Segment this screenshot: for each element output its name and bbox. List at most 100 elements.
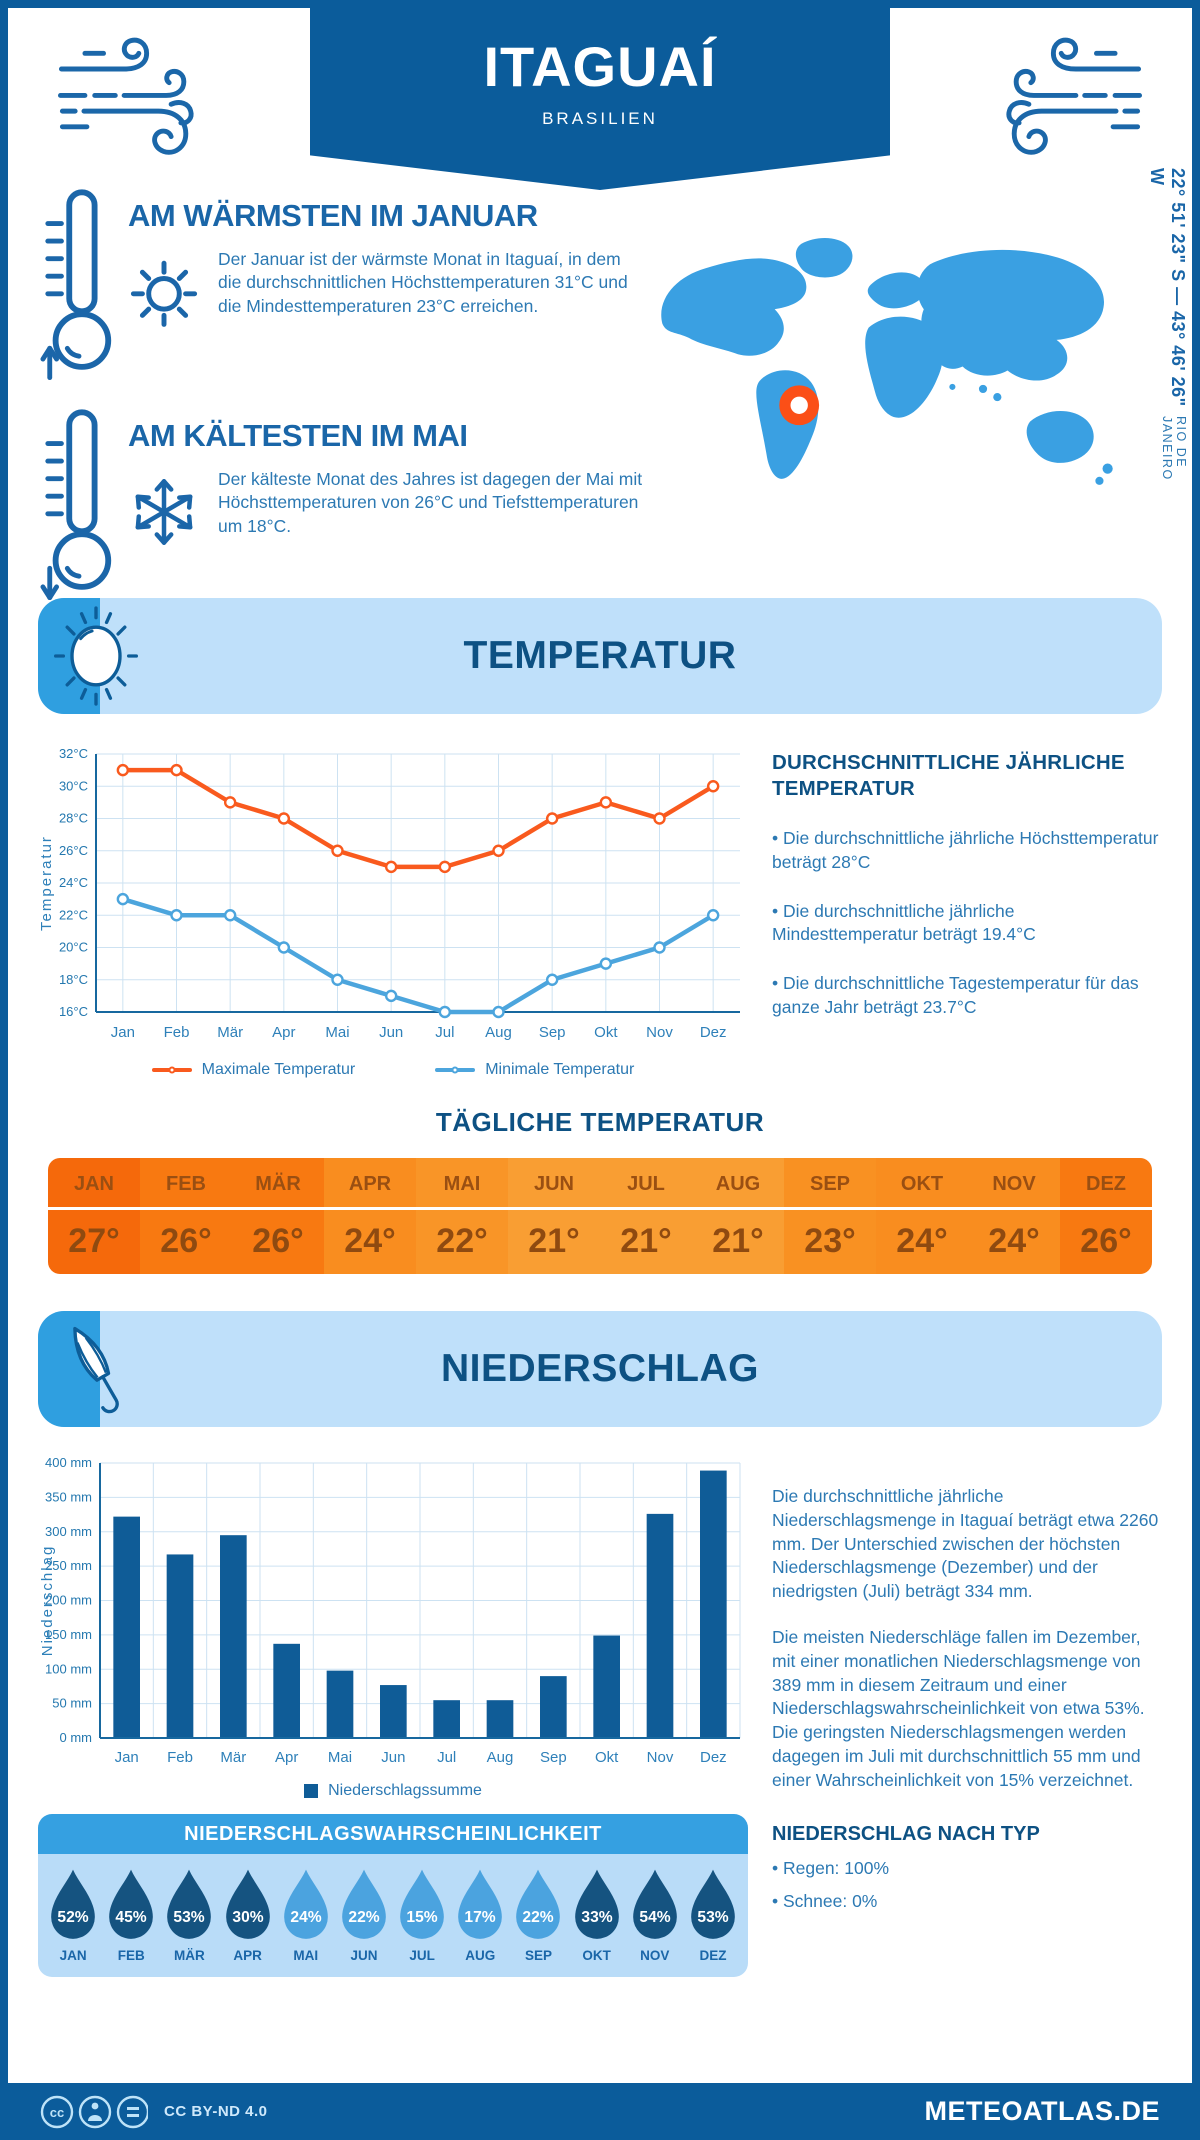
svg-text:Jun: Jun [381, 1749, 405, 1766]
umbrella-banner-icon [73, 1326, 119, 1414]
droplet-month-label: MAI [293, 1948, 319, 1963]
daily-temp-month: JUN [508, 1158, 600, 1210]
droplet-icon: 45% [109, 1869, 154, 1939]
svg-text:Nov: Nov [647, 1749, 674, 1766]
svg-text:24%: 24% [290, 1909, 321, 1926]
svg-text:300 mm: 300 mm [45, 1524, 92, 1539]
daily-temp-cell: JUN 21° [508, 1158, 600, 1274]
warmest-title: AM WÄRMSTEN IM JANUAR [128, 198, 538, 233]
arrow-up-icon [40, 345, 60, 381]
coldest-text: Der kälteste Monat des Jahres ist dagege… [218, 469, 643, 536]
svg-text:250 mm: 250 mm [45, 1558, 92, 1573]
precipitation-section: 0 mm 50 mm 100 mm 150 mm 200 mm 250 mm 300 mm 3… [38, 1453, 1162, 1977]
droplet-icon: 15% [400, 1869, 444, 1939]
cc-by-nd-icons: cc [40, 2095, 148, 2128]
droplet-month-label: APR [233, 1948, 262, 1963]
daily-temp-cell: DEZ 26° [1060, 1158, 1152, 1274]
license-group: cc CC BY-ND 4.0 [40, 2094, 268, 2130]
daily-temperature-table: JAN 27° FEB 26° MÄR 26° APR 24° MAI 22° JUN 21° JUL 2… [48, 1158, 1152, 1274]
world-map [646, 196, 1126, 541]
temperature-summary: DURCHSCHNITTLICHE JÄHRLICHE TEMPERATUR •… [772, 740, 1162, 1079]
thermometer-hot-icon [40, 189, 112, 381]
precipitation-legend: Niederschlagssumme [38, 1782, 748, 1800]
precipitation-paragraph: Die durchschnittliche jährliche Niedersc… [772, 1486, 1159, 1602]
warmest-text: Der Januar ist der wärmste Monat in Itag… [218, 249, 628, 316]
svg-text:400 mm: 400 mm [45, 1455, 92, 1470]
svg-text:22%: 22% [523, 1909, 554, 1926]
daily-temp-value: 26° [252, 1222, 304, 1260]
svg-text:Sep: Sep [540, 1749, 567, 1766]
location-marker [779, 385, 820, 426]
footer: cc CC BY-ND 4.0 METEOATLAS.DE [0, 2083, 1200, 2140]
country-subtitle: BRASILIEN [542, 109, 658, 128]
svg-text:Jun: Jun [379, 1024, 403, 1041]
legend-swatch-precip [304, 1784, 319, 1798]
reference-city-text: RIO DE JANEIRO [1160, 415, 1188, 481]
svg-text:0 mm: 0 mm [60, 1730, 93, 1745]
legend-swatch-max [151, 1066, 192, 1074]
droplet-icon: 30% [225, 1869, 270, 1939]
daily-temp-month: SEP [784, 1158, 876, 1210]
daily-temp-month: MÄR [232, 1158, 324, 1210]
svg-text:Mär: Mär [220, 1749, 246, 1766]
droplet-month-label: AUG [465, 1948, 496, 1963]
daily-temp-value: 23° [804, 1222, 856, 1260]
droplet: 22% SEP [509, 1866, 567, 1963]
svg-text:Feb: Feb [164, 1024, 190, 1041]
svg-text:Sep: Sep [539, 1024, 566, 1041]
daily-temp-value: 22° [436, 1222, 488, 1260]
droplet-month-label: JUL [409, 1948, 435, 1963]
svg-text:200 mm: 200 mm [45, 1593, 92, 1608]
svg-text:Apr: Apr [272, 1024, 295, 1041]
daily-temp-month: MAI [416, 1158, 508, 1210]
legend-item-min: Minimale Temperatur [435, 1061, 634, 1079]
svg-text:Dez: Dez [700, 1024, 727, 1041]
daily-temp-cell: NOV 24° [968, 1158, 1060, 1274]
page-title: ITAGUAÍ [483, 35, 717, 98]
coordinates-text: 22° 51' 23" S — 43° 46' 26" W [1147, 168, 1188, 407]
legend-item-precip: Niederschlagssumme [304, 1782, 482, 1800]
sun-icon [130, 260, 198, 327]
temperature-section-title: TEMPERATUR [463, 634, 737, 677]
daily-temp-value: 21° [712, 1222, 764, 1260]
legend-label-precip: Niederschlagssumme [328, 1782, 482, 1799]
svg-text:22%: 22% [348, 1909, 379, 1926]
thermometer-cold-icon [40, 409, 112, 601]
svg-text:Niederschlag: Niederschlag [39, 1545, 56, 1657]
daily-temp-value: 21° [620, 1222, 672, 1260]
daily-temp-month: DEZ [1060, 1158, 1152, 1210]
svg-text:Jan: Jan [115, 1749, 139, 1766]
droplet-month-label: JAN [59, 1948, 87, 1963]
precipitation-probability-panel: NIEDERSCHLAGSWAHRSCHEINLICHKEIT 52% JAN 45… [38, 1814, 748, 1977]
temperature-legend: Maximale Temperatur Minimale Temperatur [38, 1061, 748, 1079]
precipitation-type-bullet: • Schnee: 0% [772, 1890, 878, 1911]
droplet: 53% MÄR [160, 1866, 218, 1963]
temperature-section: 16°C 18°C 20°C 22°C 24°C 26°C 28°C 30°C 32°C Jan F… [38, 740, 1162, 1079]
svg-text:150 mm: 150 mm [45, 1627, 92, 1642]
droplet: 53% DEZ [684, 1866, 742, 1963]
temperature-bullet: • Die durchschnittliche jährliche Mindes… [772, 900, 1036, 945]
droplet-icon: 17% [458, 1869, 503, 1939]
coldest-title: AM KÄLTESTEN IM MAI [128, 418, 468, 453]
svg-text:32°C: 32°C [59, 746, 88, 761]
svg-text:cc: cc [50, 2105, 64, 2120]
droplet-icon: 54% [632, 1869, 677, 1939]
daily-temp-month: JAN [48, 1158, 140, 1210]
svg-text:Temperatur: Temperatur [38, 835, 55, 931]
droplet-month-label: FEB [117, 1948, 145, 1963]
wind-icon [57, 37, 194, 155]
droplet-icon: 33% [574, 1869, 619, 1939]
daily-temperature-title: TÄGLICHE TEMPERATUR [435, 1107, 765, 1137]
probability-droplets: 52% JAN 45% FEB 53% MÄR 30% APR 24% MAI 22% JUN 15% J… [38, 1854, 748, 1977]
droplet: 17% AUG [451, 1866, 509, 1963]
svg-text:45%: 45% [116, 1909, 147, 1926]
daily-temp-month: NOV [968, 1158, 1060, 1210]
daily-temp-cell: JAN 27° [48, 1158, 140, 1274]
droplet-month-label: NOV [640, 1948, 670, 1963]
svg-text:18°C: 18°C [59, 972, 88, 987]
precipitation-type-title: NIEDERSCHLAG NACH TYP [772, 1822, 1040, 1845]
daily-temp-month: JUL [600, 1158, 692, 1210]
svg-text:50 mm: 50 mm [52, 1696, 92, 1711]
daily-temp-month: APR [324, 1158, 416, 1210]
